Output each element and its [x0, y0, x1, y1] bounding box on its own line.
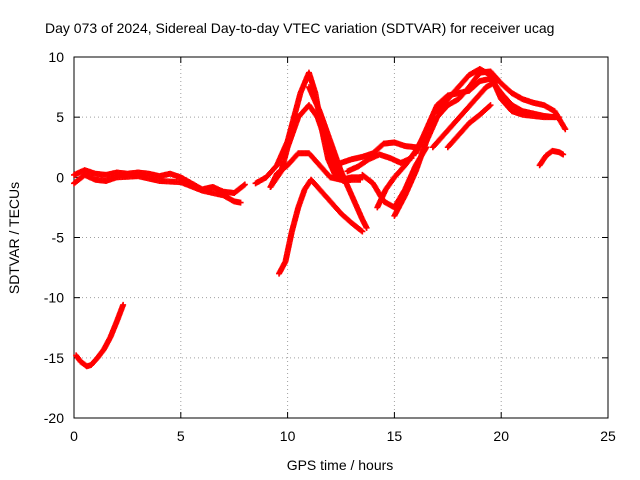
- series-bump-c: [359, 144, 430, 211]
- series-side-b: [444, 102, 494, 151]
- x-tick-label: 10: [280, 428, 296, 444]
- data-point: [562, 126, 569, 133]
- x-tick-label: 15: [387, 428, 403, 444]
- series-rise-a: [276, 176, 366, 277]
- data-point: [486, 103, 493, 110]
- x-axis-ticks: 0 5 10 15 20 25: [70, 57, 616, 444]
- x-tick-label: 5: [177, 428, 185, 444]
- data-marks: [71, 66, 569, 370]
- y-tick-label: 5: [56, 109, 64, 125]
- series-low-arc: [73, 301, 127, 370]
- x-tick-label: 25: [600, 428, 616, 444]
- data-point: [237, 199, 244, 206]
- y-tick-label: 0: [56, 169, 64, 185]
- y-axis-label: SDTVAR / TECUs: [6, 182, 22, 294]
- y-axis-ticks: -20 -15 -10 -5 0 5 10: [44, 49, 608, 426]
- series-arch-b: [434, 66, 562, 121]
- data-point: [120, 301, 127, 308]
- y-tick-label: -15: [44, 350, 64, 366]
- data-point: [423, 144, 430, 151]
- data-point: [560, 151, 567, 158]
- series-peak-b: [267, 102, 347, 190]
- data-point: [408, 155, 415, 162]
- data-point: [240, 182, 247, 189]
- series-tail-a: [536, 147, 567, 169]
- y-tick-label: -20: [44, 410, 64, 426]
- x-axis-label: GPS time / hours: [287, 457, 394, 473]
- data-point: [241, 181, 248, 188]
- y-tick-label: 10: [48, 49, 64, 65]
- data-point: [363, 224, 370, 231]
- series-baseline-b: [71, 171, 244, 206]
- data-point: [487, 102, 494, 109]
- x-tick-label: 0: [70, 428, 78, 444]
- data-point: [359, 228, 366, 235]
- y-tick-label: -5: [52, 230, 65, 246]
- series-bump-b: [344, 151, 415, 175]
- chart-title: Day 073 of 2024, Sidereal Day-to-day VTE…: [45, 20, 554, 36]
- x-tick-label: 20: [493, 428, 509, 444]
- data-point: [493, 78, 500, 85]
- data-point: [555, 114, 562, 121]
- y-tick-label: -10: [44, 290, 64, 306]
- series-side-a: [429, 78, 500, 151]
- data-point: [358, 227, 365, 234]
